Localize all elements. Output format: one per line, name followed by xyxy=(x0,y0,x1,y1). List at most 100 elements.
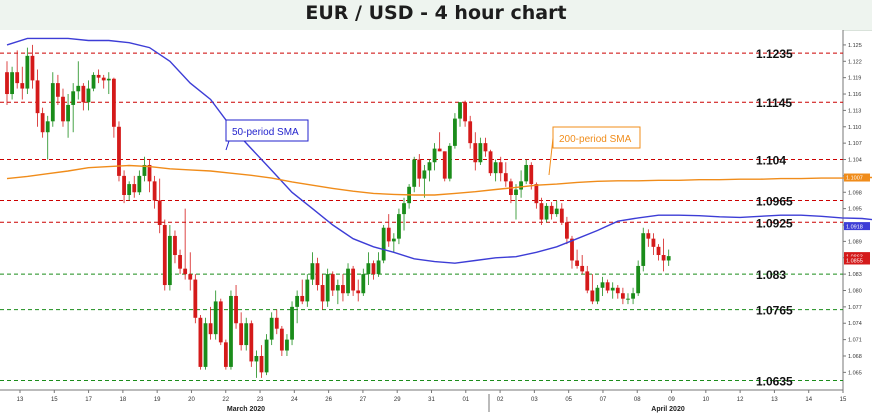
candle-body xyxy=(544,205,549,220)
candle-body xyxy=(371,263,376,275)
candle-body xyxy=(300,295,305,302)
level-label: 1.0635 xyxy=(756,375,793,389)
candle-body xyxy=(575,260,579,266)
candle-body xyxy=(264,339,269,373)
candle-body xyxy=(447,145,452,179)
candle-body xyxy=(442,151,447,179)
sma-50-annotation-text: 50-period SMA xyxy=(232,127,299,138)
candle-body xyxy=(335,285,340,291)
candle-body xyxy=(366,263,371,275)
candle-body xyxy=(565,222,569,239)
x-tick-label: 14 xyxy=(805,397,812,403)
candle-body xyxy=(376,260,381,275)
x-tick-label: 08 xyxy=(634,397,641,403)
y-tick-label: 1.065 xyxy=(848,370,862,376)
level-label: 1.1235 xyxy=(756,47,793,61)
y-tick-label: 1.098 xyxy=(848,190,862,196)
price-tag xyxy=(844,256,870,265)
candle-body xyxy=(478,143,483,163)
candle-body xyxy=(106,78,111,81)
candle-body xyxy=(305,279,310,302)
candle-body xyxy=(137,175,142,193)
candle-body xyxy=(539,203,544,220)
x-tick-label: 02 xyxy=(497,397,504,403)
sma-50-line xyxy=(6,37,872,264)
candle-body xyxy=(76,85,81,92)
candle-body xyxy=(147,164,152,182)
candle-body xyxy=(666,256,671,261)
candle-body xyxy=(361,274,366,294)
candle-body xyxy=(61,96,65,122)
candle-body xyxy=(157,200,162,226)
level-label: 1.1145 xyxy=(756,96,792,110)
x-tick-label: 10 xyxy=(702,397,709,403)
candles xyxy=(5,44,671,378)
candle-body xyxy=(40,113,45,133)
x-tick-label: 07 xyxy=(600,397,607,403)
candle-body xyxy=(127,184,132,195)
x-tick-label: 20 xyxy=(188,397,195,403)
candle-body xyxy=(534,184,539,204)
y-tick-label: 1.119 xyxy=(848,76,861,82)
candle-body xyxy=(91,74,96,89)
candle-body xyxy=(320,285,325,302)
title-bar: EUR / USD - 4 hour chart xyxy=(0,0,872,31)
candle-body xyxy=(483,143,488,152)
x-tick-label: 05 xyxy=(565,397,572,403)
x-tick-label: 22 xyxy=(222,397,229,403)
candle-body xyxy=(239,323,244,346)
plot-area xyxy=(0,30,843,390)
candle-body xyxy=(529,164,534,185)
candle-body xyxy=(656,246,661,256)
price-tag xyxy=(844,252,870,261)
candle-body xyxy=(208,323,213,335)
candle-body xyxy=(463,102,467,122)
candle-body xyxy=(5,72,9,95)
candle-body xyxy=(50,83,55,122)
candle-body xyxy=(605,282,610,291)
level-label: 1.0765 xyxy=(756,304,793,318)
candle-body xyxy=(15,72,20,84)
candle-body xyxy=(132,184,137,193)
candle-body xyxy=(244,323,249,346)
y-tick-label: 1.080 xyxy=(848,288,862,294)
x-tick-label: 19 xyxy=(154,397,161,403)
y-tick-label: 1.095 xyxy=(848,207,862,213)
candlestick-chart: 1.0651.0681.0711.0741.0771.0801.0831.086… xyxy=(0,30,872,413)
candle-body xyxy=(626,298,630,300)
sma-50-pointer xyxy=(225,140,230,151)
candle-body xyxy=(488,151,493,174)
candle-body xyxy=(213,301,218,335)
x-tick-label: 15 xyxy=(840,397,847,403)
candle-body xyxy=(595,287,600,302)
price-tag-label: 1.0855 xyxy=(846,259,863,265)
candle-body xyxy=(234,295,238,324)
x-tick-label: 01 xyxy=(462,397,469,403)
candle-body xyxy=(590,290,595,302)
y-tick-label: 1.089 xyxy=(848,239,862,245)
candle-body xyxy=(559,208,564,223)
candle-body xyxy=(101,77,106,81)
candle-body xyxy=(503,173,508,182)
annotations: 50-period SMA 200-period SMA xyxy=(225,119,641,176)
candle-body xyxy=(96,74,101,78)
candle-body xyxy=(524,164,529,182)
candle-body xyxy=(585,271,590,291)
candle-body xyxy=(427,162,432,171)
candle-body xyxy=(66,104,70,122)
x-tick-label: 23 xyxy=(257,397,264,403)
candle-body xyxy=(188,274,193,280)
x-tick-label: 09 xyxy=(668,397,675,403)
candle-body xyxy=(422,170,427,179)
candle-body xyxy=(473,143,478,163)
candle-body xyxy=(279,328,284,351)
y-tick-label: 1.077 xyxy=(848,305,862,311)
candle-body xyxy=(417,159,422,179)
y-tick-label: 1.107 xyxy=(848,141,862,147)
level-label: 1.0925 xyxy=(756,216,793,230)
x-month-label: March 2020 xyxy=(227,406,265,413)
candle-body xyxy=(549,205,554,215)
candle-body xyxy=(122,175,126,195)
sma-200-pointer xyxy=(548,137,554,176)
